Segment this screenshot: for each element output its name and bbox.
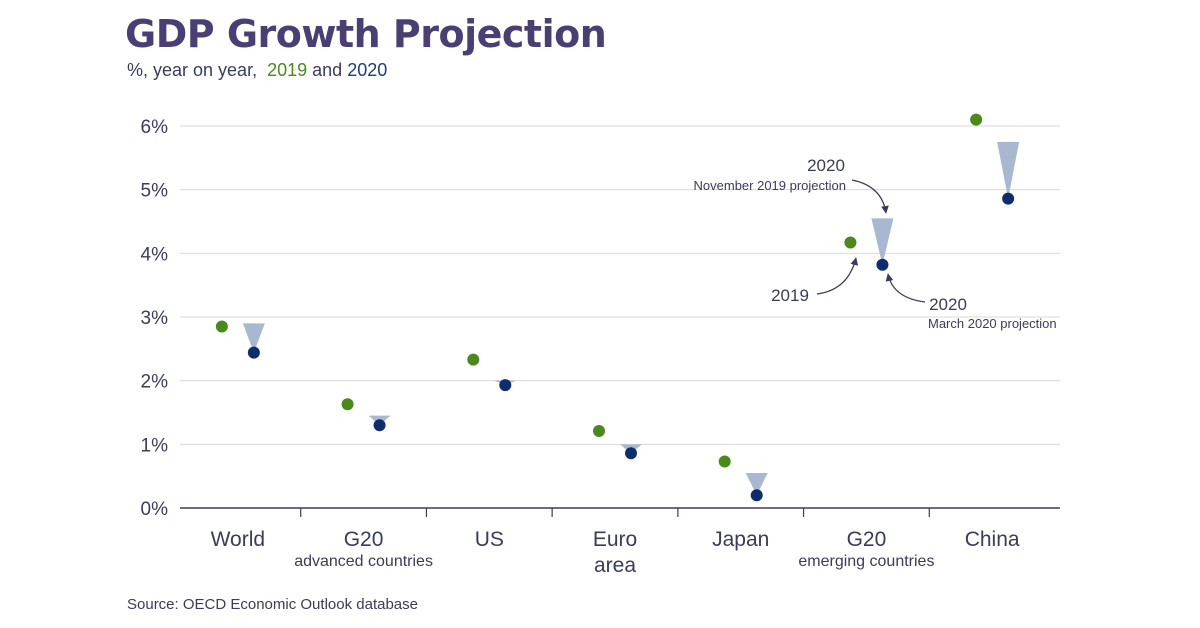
annotation-march-arrow [885,273,926,303]
x-category-label-line2: area [594,554,636,577]
x-category-label: Euro [593,528,637,551]
y-tick-label: 3% [141,308,169,329]
annotation-nov-text: November 2019 projection [694,178,846,193]
change-triangle [745,472,768,496]
point-2020 [625,447,637,460]
annotation-march-year: 2020 [929,295,967,314]
x-category-label: G20 [847,528,887,551]
y-tick-label: 6% [141,117,169,138]
annotation-nov-year: 2020 [807,156,845,175]
x-category-sublabel: advanced countries [294,553,433,570]
point-2020 [1002,192,1015,205]
point-2020 [373,419,386,432]
subtitle-year-2020: 2020 [347,60,388,80]
subtitle-prefix: %, year on year, [127,60,258,80]
x-category-label: G20 [344,528,384,551]
point-2020 [750,489,763,502]
point-2020 [247,346,260,359]
change-triangle [997,141,1020,199]
point-2020 [499,379,512,392]
annotation-march-text: March 2020 projection [928,316,1057,331]
point-2019 [844,236,857,249]
x-category-label: Japan [712,528,769,551]
annotation-2019-arrow [816,257,859,295]
point-2019 [970,113,983,126]
point-2019 [718,455,731,468]
y-tick-label: 2% [141,372,169,393]
x-category-sublabel: emerging countries [798,553,934,570]
y-tick-label: 0% [141,499,169,520]
source-note: Source: OECD Economic Outlook database [127,596,418,613]
annotation-nov-arrow [851,179,889,214]
y-tick-label: 5% [141,181,169,202]
point-2019 [467,353,480,366]
chart-subtitle: %, year on year, 2019 and 2020 [127,60,387,81]
annotation-2019-label: 2019 [771,286,809,305]
subtitle-joiner: and [312,60,343,80]
change-triangle [871,218,894,265]
subtitle-year-2019: 2019 [267,60,308,80]
change-triangle [242,323,265,353]
x-category-label: US [475,528,504,551]
point-2019 [593,424,605,437]
y-tick-label: 1% [141,435,169,456]
y-tick-label: 4% [141,244,169,265]
point-2019 [341,398,354,411]
x-category-label: World [211,528,265,551]
x-category-label: China [965,528,1020,551]
chart-title: GDP Growth Projection [125,12,607,56]
point-2019 [215,320,228,333]
point-2020 [876,258,889,271]
